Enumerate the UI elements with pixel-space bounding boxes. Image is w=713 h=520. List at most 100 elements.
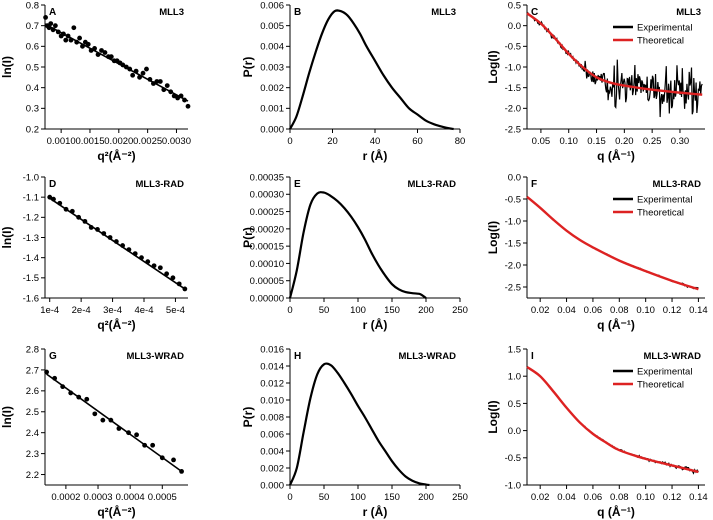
panel-e: 0 50 100 150 200 250 0.00000 0.00005 0.00010 0.00… bbox=[241, 172, 468, 332]
y-tick-label: 0.000 bbox=[260, 480, 284, 491]
data-point bbox=[176, 281, 182, 287]
data-point bbox=[63, 206, 69, 212]
x-axis-label: q²(Å⁻²) bbox=[97, 317, 135, 332]
panel-title: MLL3-RAD bbox=[407, 179, 456, 190]
y-tick-label: 0.012 bbox=[260, 378, 284, 389]
x-tick-label: 50 bbox=[319, 305, 330, 316]
x-tick-label: 0.0003 bbox=[83, 492, 112, 503]
y-tick-label: 0.0 bbox=[508, 21, 521, 32]
pr-curve bbox=[288, 362, 430, 487]
y-tick-label: -1.3 bbox=[23, 233, 39, 244]
x-tick-label: 100 bbox=[350, 492, 366, 503]
theoretical-curve bbox=[526, 195, 699, 291]
data-point bbox=[171, 93, 177, 99]
y-tick-label: 0.8 bbox=[26, 0, 39, 11]
x-tick-label: 200 bbox=[418, 492, 434, 503]
legend: Experimental Theoretical bbox=[609, 18, 701, 48]
x-tick-label: 80 bbox=[455, 136, 466, 147]
data-point bbox=[100, 417, 106, 423]
x-axis-label: r (Å) bbox=[363, 317, 388, 332]
panel-title: MLL3 bbox=[159, 7, 184, 18]
legend-label-theoretical: Theoretical bbox=[637, 35, 684, 46]
y-tick-label: 0.6 bbox=[26, 42, 39, 53]
y-tick-label: -1.4 bbox=[23, 253, 39, 264]
x-tick-label: 0.14 bbox=[689, 305, 708, 316]
fit-line bbox=[46, 373, 183, 473]
y-axis-label: ln(I) bbox=[0, 227, 14, 249]
data-point bbox=[47, 194, 53, 200]
data-point bbox=[139, 255, 144, 261]
y-tick-label: -2.5 bbox=[505, 282, 521, 293]
data-point bbox=[144, 66, 149, 72]
y-tick-label: 0.002 bbox=[260, 463, 284, 474]
legend-bg bbox=[609, 362, 701, 392]
panel-letter: G bbox=[49, 351, 57, 362]
data-point bbox=[154, 79, 160, 84]
x-tick-label: 0.04 bbox=[557, 492, 576, 503]
data-point bbox=[147, 77, 153, 82]
x-tick-label: 0.0015 bbox=[75, 136, 104, 147]
data-point bbox=[88, 225, 94, 230]
x-axis-label: q (Å⁻¹) bbox=[597, 148, 635, 163]
data-point bbox=[150, 442, 156, 448]
data-point bbox=[46, 25, 52, 31]
legend-label-experimental: Experimental bbox=[637, 366, 692, 377]
data-point bbox=[171, 457, 176, 463]
y-tick-label: 0.00010 bbox=[250, 259, 284, 270]
data-point bbox=[61, 31, 66, 37]
y-tick-label: -0.5 bbox=[505, 453, 521, 464]
x-tick-label: 0.20 bbox=[615, 136, 634, 147]
legend: Experimental Theoretical bbox=[609, 362, 701, 392]
y-tick-label: 0.5 bbox=[508, 0, 521, 11]
data-point bbox=[82, 218, 88, 224]
y-tick-label: 0.004 bbox=[260, 446, 284, 457]
data-point bbox=[185, 103, 191, 109]
y-tick-label: 0.003 bbox=[260, 62, 284, 73]
pr-curve bbox=[289, 9, 454, 131]
data-point bbox=[107, 235, 113, 240]
y-tick-label: 0.00025 bbox=[250, 207, 284, 218]
data-point bbox=[71, 25, 77, 31]
legend-bg bbox=[609, 18, 701, 48]
theoretical-curve bbox=[526, 365, 699, 474]
data-point bbox=[84, 396, 90, 402]
x-tick-label: 0.12 bbox=[663, 305, 682, 316]
data-point bbox=[127, 66, 133, 72]
theoretical-curve bbox=[526, 12, 703, 96]
x-tick-label: 0.0025 bbox=[133, 136, 162, 147]
panel-b: 0 20 40 60 80 0.000 0.001 0.002 0.003 0.004 0.005 0… bbox=[241, 0, 465, 163]
legend-label-theoretical: Theoretical bbox=[637, 207, 684, 218]
y-tick-label: -1.6 bbox=[23, 293, 39, 304]
legend-bg bbox=[609, 190, 701, 220]
y-tick-label: -1.0 bbox=[505, 216, 521, 227]
data-point bbox=[43, 15, 48, 20]
legend-label-theoretical: Theoretical bbox=[637, 379, 684, 390]
data-point bbox=[170, 275, 176, 281]
x-tick-label: 0.0030 bbox=[162, 136, 191, 147]
panel-letter: I bbox=[531, 351, 534, 362]
x-tick-label: 150 bbox=[384, 492, 400, 503]
y-axis-label: ln(I) bbox=[0, 406, 14, 428]
data-point bbox=[134, 432, 139, 438]
data-point bbox=[108, 54, 114, 60]
y-axis-label: Log(I) bbox=[486, 50, 500, 83]
data-point bbox=[120, 62, 126, 68]
data-point bbox=[157, 79, 163, 84]
y-tick-label: 2.3 bbox=[26, 449, 39, 460]
data-point bbox=[51, 196, 56, 202]
data-point bbox=[132, 251, 138, 257]
data-point bbox=[44, 369, 50, 375]
y-tick-label: 2.4 bbox=[26, 428, 39, 439]
x-tick-label: 0.08 bbox=[610, 492, 629, 503]
data-point bbox=[120, 243, 126, 248]
y-tick-label: -1.5 bbox=[23, 273, 39, 284]
panel-letter: A bbox=[49, 7, 56, 18]
data-point bbox=[161, 87, 167, 93]
panel-g: 0.0002 0.0003 0.0004 0.0005 2.2 2.3 2.4 2.5 2.6 2… bbox=[0, 344, 188, 519]
x-tick-label: 5e-4 bbox=[166, 305, 185, 316]
y-tick-label: 2.5 bbox=[26, 407, 39, 418]
data-point bbox=[48, 21, 54, 26]
y-tick-label: 0.00005 bbox=[250, 276, 284, 287]
y-tick-label: 0.5 bbox=[26, 62, 39, 73]
